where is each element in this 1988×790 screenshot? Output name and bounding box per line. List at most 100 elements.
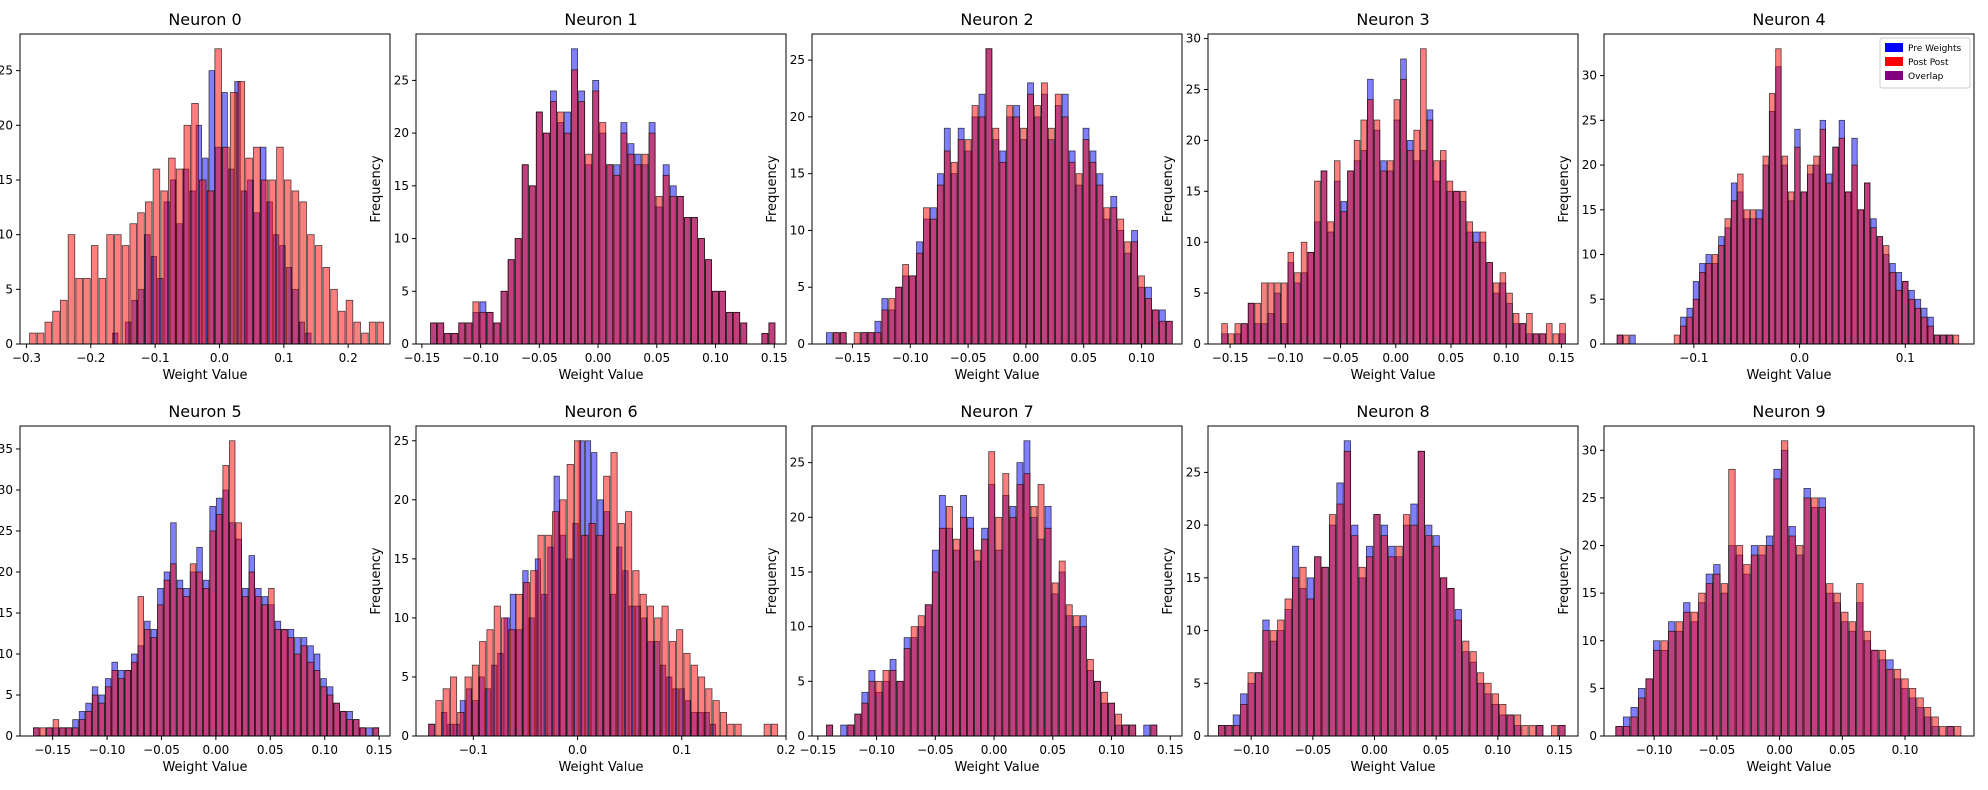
post-post-bar: [1034, 105, 1041, 344]
post-post-bar: [333, 702, 340, 736]
post-post-bar: [1439, 577, 1448, 736]
post-post-bar: [137, 212, 145, 344]
post-post-bar: [46, 727, 53, 736]
legend-swatch-post: [1885, 57, 1903, 66]
post-post-bar: [500, 290, 508, 344]
x-tick-label: −0.05: [521, 351, 558, 365]
panel-title: Neuron 3: [1356, 10, 1429, 29]
post-post-bar: [307, 661, 314, 736]
y-axis-label: Frequency: [369, 547, 384, 614]
post-post-bar: [117, 678, 125, 736]
post-post-bar: [1353, 139, 1361, 344]
post-post-bar: [104, 686, 112, 736]
post-post-bar: [1360, 119, 1367, 344]
x-tick-label: −0.15: [403, 351, 440, 365]
post-post-bar: [326, 694, 334, 736]
post-post-bar: [1124, 241, 1132, 344]
legend-label: Pre Weights: [1908, 44, 1962, 54]
post-post-bar: [1675, 621, 1683, 736]
post-post-bar: [1023, 473, 1031, 736]
post-post-bar: [1336, 503, 1344, 736]
post-post-bar: [1780, 440, 1789, 736]
post-post-bar: [98, 277, 107, 344]
post-post-bar: [1946, 334, 1953, 344]
post-post-bar: [183, 124, 192, 344]
post-post-bar: [1152, 309, 1159, 344]
post-post-bar: [1138, 275, 1145, 344]
y-tick-label: 0: [401, 337, 409, 351]
post-post-bar: [430, 322, 438, 344]
post-post-bar: [1075, 173, 1083, 344]
post-post-bar: [1165, 320, 1173, 344]
post-post-bar: [1864, 182, 1871, 344]
x-tick-label: −0.05: [143, 743, 180, 757]
post-post-bar: [559, 499, 567, 736]
post-post-bar: [283, 179, 292, 344]
post-post-bar: [1459, 190, 1467, 344]
y-axis-label: Frequency: [1161, 155, 1176, 222]
post-post-bar: [253, 146, 261, 344]
post-post-bar: [508, 629, 516, 736]
post-post-bar: [1519, 323, 1527, 344]
y-axis-label: Frequency: [1161, 547, 1176, 614]
x-tick-label: 0.2: [339, 351, 358, 365]
post-post-bar: [733, 311, 741, 344]
post-post-bar: [1380, 170, 1387, 344]
post-post-bar: [1856, 583, 1864, 736]
x-tick-label: 0.15: [1548, 351, 1575, 365]
x-tick-label: 0.0: [568, 743, 587, 757]
axes-frame: [1603, 33, 1975, 345]
post-post-bar: [1101, 691, 1108, 736]
post-post-bar: [307, 234, 315, 344]
post-post-bar: [260, 179, 269, 344]
post-post-bar: [72, 727, 79, 736]
post-post-bar: [1558, 725, 1566, 736]
post-post-bar: [957, 139, 965, 344]
post-post-bar: [437, 322, 445, 344]
panel-neuron-1: Neuron 1 −0.15 −0.10 −0.05 0.00 0.05 0.10 0.15 0…: [369, 10, 788, 383]
post-post-bar: [1653, 649, 1661, 736]
post-post-bar: [1044, 527, 1052, 736]
post-post-bar: [1788, 535, 1796, 736]
post-post-bar: [1762, 155, 1769, 344]
panel-neuron-0: Neuron 0 −0.3 −0.2 −0.1 0.0 0.1 0.2 0 5 10 15 20 25 W…: [0, 10, 391, 383]
post-post-bar: [1013, 116, 1021, 344]
post-post-bar: [1883, 245, 1890, 344]
post-post-bar: [1247, 672, 1255, 736]
post-post-bar: [1841, 611, 1849, 736]
y-tick-label: 10: [1186, 624, 1201, 638]
post-post-bar: [150, 637, 158, 736]
axes-frame: [811, 33, 1183, 345]
x-tick-label: 0.1: [1896, 351, 1915, 365]
y-tick-label: 15: [0, 606, 13, 620]
y-tick-label: 10: [1582, 634, 1597, 648]
post-post-bar: [1065, 604, 1073, 736]
post-post-bar: [923, 207, 930, 344]
post-post-bar: [183, 596, 190, 736]
x-tick-label: 0.05: [1423, 743, 1450, 757]
post-post-bar: [617, 523, 625, 736]
post-post-bar: [191, 103, 199, 344]
post-post-bar: [170, 563, 177, 736]
post-post-bar: [1848, 621, 1856, 736]
x-tick-label: −0.15: [1212, 351, 1249, 365]
post-post-bar: [1698, 592, 1706, 736]
post-post-bar: [1954, 726, 1962, 736]
y-tick-label: 20: [1582, 158, 1597, 172]
bars-group: [1217, 440, 1566, 736]
post-post-bar: [359, 727, 367, 736]
post-post-bar: [1380, 535, 1388, 736]
post-post-bar: [1673, 334, 1681, 344]
y-tick-label: 0: [1193, 729, 1201, 743]
axes-frame: [1207, 33, 1579, 345]
post-post-bar: [163, 579, 171, 736]
post-post-bar: [1623, 334, 1630, 344]
post-post-bar: [268, 587, 275, 736]
x-tick-label: −0.3: [12, 351, 41, 365]
post-post-bar: [1150, 724, 1158, 736]
y-tick-label: 15: [394, 179, 409, 193]
x-tick-label: 0.10: [311, 743, 338, 757]
post-post-bar: [1068, 161, 1076, 344]
x-tick-label: 0.1: [274, 351, 293, 365]
post-post-bar: [634, 164, 642, 344]
